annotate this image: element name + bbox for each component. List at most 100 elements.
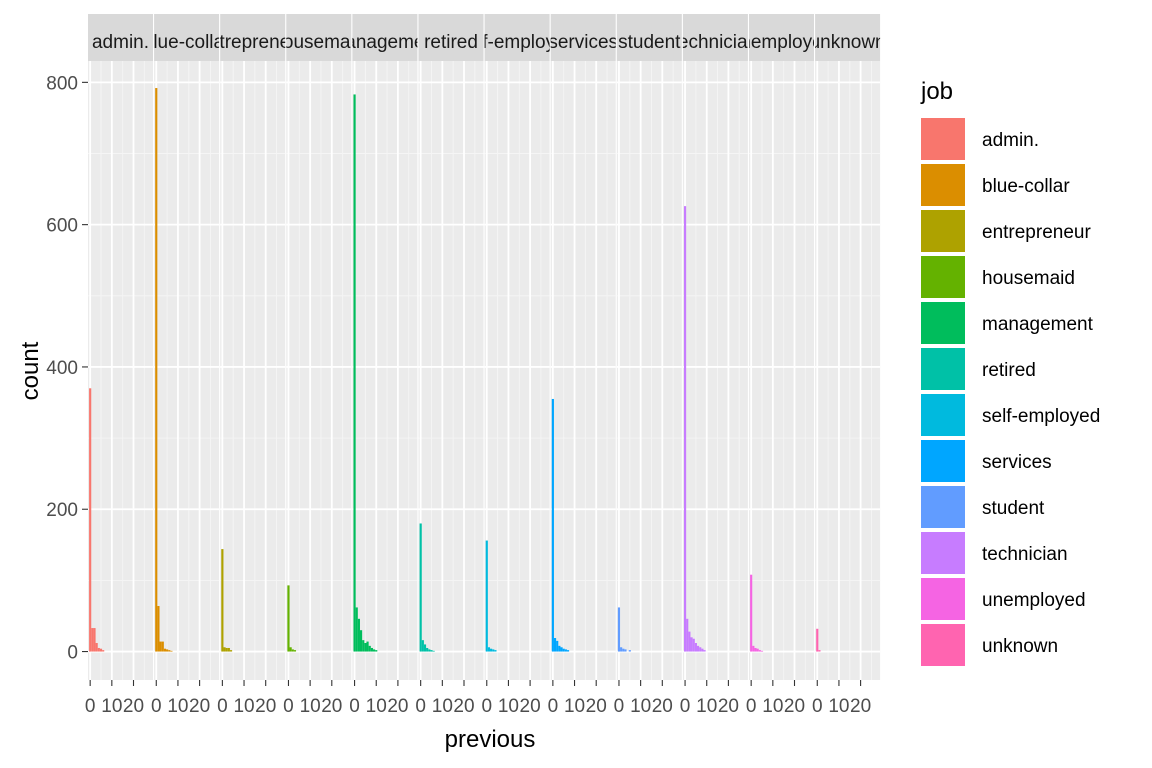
bar	[99, 648, 103, 652]
facet-strip	[550, 14, 616, 61]
x-tick-label: 20	[255, 696, 276, 717]
x-tick-label: 10	[233, 696, 254, 717]
bar	[91, 628, 94, 652]
bar	[159, 641, 162, 652]
bar	[487, 647, 491, 652]
bar	[289, 647, 292, 652]
bar	[227, 647, 230, 652]
facet-panel-3: housemaid 0 10 20	[272, 14, 365, 717]
facet-panel-7: services 0 10 20	[548, 14, 616, 717]
facet-panel-2: entrepreneur 0 10 20	[198, 14, 307, 717]
bar	[355, 607, 358, 652]
bar	[366, 641, 369, 652]
bar	[364, 643, 367, 652]
legend-key	[921, 440, 965, 482]
facet-strip	[815, 14, 881, 61]
x-tick-label: 10	[101, 696, 122, 717]
x-tick-label: 20	[189, 696, 210, 717]
bar	[617, 607, 621, 652]
panel-background	[749, 61, 814, 680]
x-tick-label: 0	[415, 696, 426, 717]
x-tick-label: 10	[498, 696, 519, 717]
bar	[353, 94, 356, 652]
panel-background	[154, 61, 220, 680]
panel-background	[550, 61, 616, 680]
bar	[223, 647, 226, 652]
bar	[368, 645, 371, 652]
bar	[564, 649, 567, 652]
legend-label: entrepreneur	[982, 222, 1091, 243]
bar	[692, 638, 695, 652]
x-tick-label: 0	[151, 696, 162, 717]
facet-strip-label: admin.	[92, 32, 149, 53]
bar	[430, 650, 433, 652]
legend-label: technician	[982, 544, 1068, 565]
bar	[560, 647, 563, 652]
y-tick-label: 400	[46, 358, 78, 379]
x-tick-label: 10	[167, 696, 188, 717]
legend-key	[921, 118, 965, 160]
bar	[97, 647, 100, 652]
facet-strip	[286, 14, 352, 61]
facet-strip	[154, 14, 220, 61]
bar	[163, 648, 167, 652]
facet-strip-label: management	[329, 32, 441, 53]
y-tick-label: 200	[46, 500, 78, 521]
legend-label: management	[982, 314, 1094, 335]
bar	[703, 650, 706, 652]
facet-strip-label: entrepreneur	[198, 32, 307, 53]
legend: job admin. blue-collar entrepreneur housema…	[920, 78, 1100, 666]
legend-key	[921, 532, 965, 574]
facet-strip	[682, 14, 748, 61]
bar	[157, 606, 160, 652]
bar	[558, 645, 561, 652]
x-tick-label: 20	[850, 696, 871, 717]
facet-strip	[749, 14, 814, 61]
facet-strip	[220, 14, 286, 61]
bar	[756, 648, 759, 652]
x-tick-label: 20	[387, 696, 408, 717]
x-tick-label: 0	[85, 696, 96, 717]
bar	[161, 641, 164, 652]
legend-title: job	[920, 78, 953, 105]
x-tick-label: 0	[349, 696, 360, 717]
x-tick-label: 10	[828, 696, 849, 717]
facet-strip	[484, 14, 550, 61]
bar	[419, 523, 422, 652]
x-tick-label: 20	[321, 696, 342, 717]
bar	[686, 618, 689, 652]
bar	[556, 640, 559, 652]
bar	[494, 650, 497, 652]
legend-items: admin. blue-collar entrepreneur housemaid ma…	[921, 118, 1100, 666]
bar	[291, 649, 294, 652]
facet-panel-8: student 0 10 20	[614, 14, 682, 717]
legend-label: student	[982, 498, 1045, 519]
bar	[566, 650, 570, 652]
bar	[428, 649, 431, 652]
facet-strip-label: retired	[424, 32, 478, 53]
bar	[421, 640, 424, 652]
facet-panel-6: self-employed 0 10 20	[481, 14, 550, 717]
legend-key	[921, 256, 965, 298]
panel-background	[88, 61, 153, 680]
facet-strip-label: technician	[673, 32, 759, 53]
x-tick-label: 0	[812, 696, 823, 717]
x-axis-title: previous	[445, 726, 536, 753]
x-tick-label: 0	[283, 696, 294, 717]
bar	[287, 585, 290, 652]
legend-label: unemployed	[982, 590, 1086, 611]
legend-key	[921, 348, 965, 390]
y-axis: 0 200 400 600 800	[46, 73, 88, 664]
panel-background	[616, 61, 682, 680]
y-tick-label: 0	[67, 643, 78, 664]
legend-key	[921, 486, 965, 528]
bar	[225, 647, 228, 652]
facet-panel-5: retired 0 10 20	[415, 14, 484, 717]
x-tick-label: 0	[746, 696, 757, 717]
bar	[170, 650, 173, 652]
legend-label: blue-collar	[982, 176, 1070, 197]
facet-strip-label: housemaid	[272, 32, 365, 53]
